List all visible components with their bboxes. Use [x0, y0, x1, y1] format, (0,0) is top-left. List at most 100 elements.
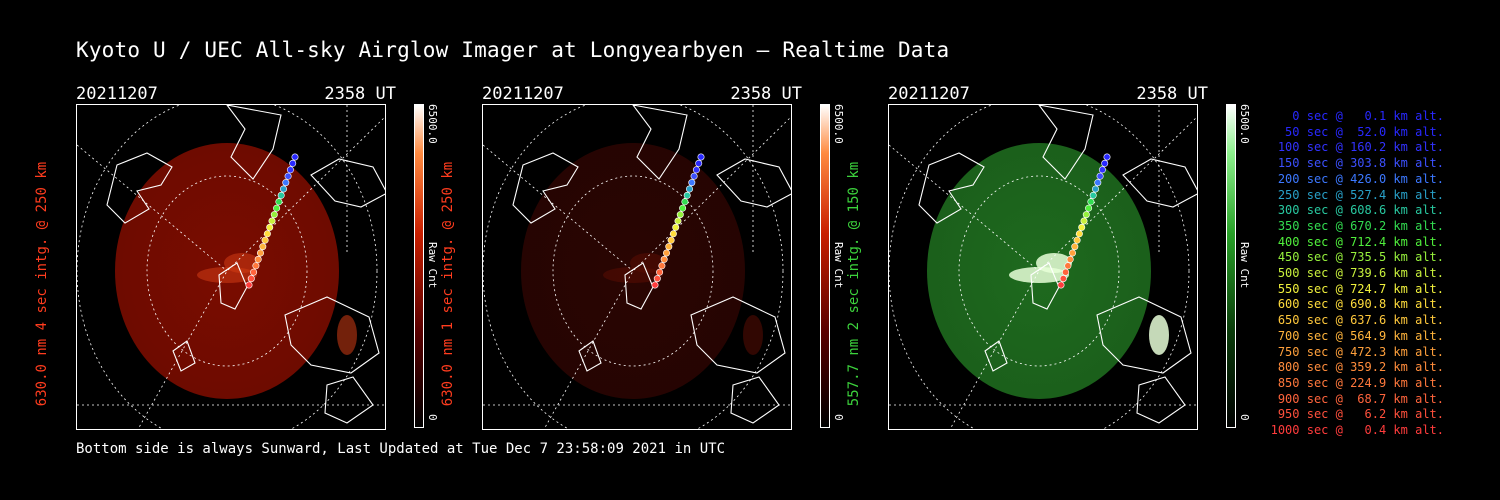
- trajectory-point: [1092, 185, 1100, 193]
- legend-entry: 700 sec @ 564.9 km alt.: [1277, 328, 1444, 343]
- legend-entry: 200 sec @ 426.0 km alt.: [1277, 171, 1444, 186]
- panel-ylabel: 630.0 nm 1 sec intg. @ 250 km: [440, 161, 456, 407]
- aurora-patch: [1009, 267, 1069, 283]
- colorbar-unit: Raw Cnt: [426, 242, 439, 289]
- legend-entry: 150 sec @ 303.8 km alt.: [1277, 156, 1444, 171]
- legend-entry: 0 sec @ 0.1 km alt.: [1292, 109, 1444, 123]
- trajectory-point: [250, 268, 258, 276]
- trajectory-point: [259, 243, 267, 251]
- allsky-image-red-dim: [482, 104, 792, 430]
- panel-time: 2358 UT: [1136, 84, 1208, 104]
- trajectory-point: [1089, 191, 1097, 199]
- allsky-image-green: [888, 104, 1198, 430]
- legend-entry: 400 sec @ 712.4 km alt.: [1277, 234, 1444, 249]
- trajectory-point: [1069, 249, 1077, 257]
- aurora-patch: [603, 267, 663, 283]
- trajectory: [1057, 153, 1111, 289]
- trajectory-point: [672, 223, 680, 231]
- trajectory-point: [1094, 179, 1102, 187]
- trajectory-point: [667, 236, 675, 244]
- trajectory-point: [674, 217, 682, 225]
- trajectory-point: [683, 191, 691, 199]
- colorbar-max: 6500.0: [832, 104, 845, 144]
- aurora-patch: [337, 315, 357, 355]
- trajectory-point: [697, 153, 705, 161]
- aurora-patch: [743, 315, 763, 355]
- trajectory-point: [665, 243, 673, 251]
- trajectory-point: [1062, 268, 1070, 276]
- trajectory-point: [275, 198, 283, 206]
- panel-ylabel: 630.0 nm 4 sec intg. @ 250 km: [34, 161, 50, 407]
- trajectory-point: [676, 211, 684, 219]
- trajectory-point: [1066, 255, 1074, 263]
- trajectory-point: [282, 179, 290, 187]
- trajectory-point: [252, 262, 260, 270]
- trajectory-point: [1085, 204, 1093, 212]
- trajectory-point: [651, 281, 659, 289]
- aurora-patch: [197, 267, 257, 283]
- trajectory-point: [1057, 281, 1065, 289]
- legend-entry: 750 sec @ 472.3 km alt.: [1277, 344, 1444, 359]
- coastline: [918, 105, 1197, 424]
- trajectory-point: [254, 255, 262, 263]
- trajectory-point: [681, 198, 689, 206]
- colorbar-unit: Raw Cnt: [1238, 242, 1251, 289]
- legend-entry: 650 sec @ 637.6 km alt.: [1277, 313, 1444, 328]
- colorbar-min: 0: [1238, 414, 1251, 421]
- trajectory-point: [688, 179, 696, 187]
- trajectory-point: [266, 223, 274, 231]
- coastline: [106, 105, 385, 424]
- colorbar-max: 6500.0: [426, 104, 439, 144]
- coastline: [512, 105, 791, 424]
- trajectory-point: [1103, 153, 1111, 161]
- trajectory-point: [690, 172, 698, 180]
- colorbar-green: [1226, 104, 1236, 428]
- geo-grid: [483, 105, 791, 429]
- trajectory-point: [257, 249, 265, 257]
- trajectory-point: [1078, 223, 1086, 231]
- legend-entry: 550 sec @ 724.7 km alt.: [1277, 281, 1444, 296]
- trajectory-point: [245, 281, 253, 289]
- trajectory-point: [660, 255, 668, 263]
- trajectory-point: [268, 217, 276, 225]
- trajectory-point: [263, 230, 271, 238]
- trajectory-point: [1064, 262, 1072, 270]
- trajectory-point: [1096, 172, 1104, 180]
- trajectory-point: [291, 153, 299, 161]
- legend-entry: 350 sec @ 670.2 km alt.: [1277, 218, 1444, 233]
- trajectory-point: [280, 185, 288, 193]
- legend-entry: 1000 sec @ 0.4 km alt.: [1270, 423, 1444, 438]
- panel-date: 20211207: [888, 84, 970, 104]
- trajectory-point: [261, 236, 269, 244]
- trajectory-point: [247, 275, 255, 283]
- trajectory-point: [1101, 159, 1109, 167]
- trajectory-point: [1073, 236, 1081, 244]
- allsky-svg: [483, 105, 791, 429]
- allsky-svg: [77, 105, 385, 429]
- footer-note: Bottom side is always Sunward, Last Upda…: [76, 441, 726, 457]
- trajectory: [245, 153, 299, 289]
- trajectory-point: [1059, 275, 1067, 283]
- trajectory-point: [692, 166, 700, 174]
- colorbar-min: 0: [832, 414, 845, 421]
- legend-entry: 850 sec @ 224.9 km alt.: [1277, 375, 1444, 390]
- aurora-patch: [1149, 315, 1169, 355]
- trajectory-point: [656, 268, 664, 276]
- panel-557-2s: 20211207 2358 UT 557.7 nm 2 sec intg. @ …: [846, 84, 1268, 430]
- panel-630-1s: 20211207 2358 UT 630.0 nm 1 sec intg. @ …: [440, 84, 862, 430]
- legend-entry: 500 sec @ 739.6 km alt.: [1277, 266, 1444, 281]
- trajectory-point: [1082, 211, 1090, 219]
- trajectory-point: [277, 191, 285, 199]
- trajectory-point: [1071, 243, 1079, 251]
- trajectory-point: [273, 204, 281, 212]
- legend-entry: 450 sec @ 735.5 km alt.: [1277, 250, 1444, 265]
- legend-entry: 600 sec @ 690.8 km alt.: [1277, 297, 1444, 312]
- trajectory-point: [289, 159, 297, 167]
- legend-entry: 250 sec @ 527.4 km alt.: [1277, 187, 1444, 202]
- trajectory-point: [1080, 217, 1088, 225]
- panel-date: 20211207: [482, 84, 564, 104]
- colorbar-min: 0: [426, 414, 439, 421]
- trajectory-point: [663, 249, 671, 257]
- trajectory-point: [653, 275, 661, 283]
- legend-entry: 800 sec @ 359.2 km alt.: [1277, 360, 1444, 375]
